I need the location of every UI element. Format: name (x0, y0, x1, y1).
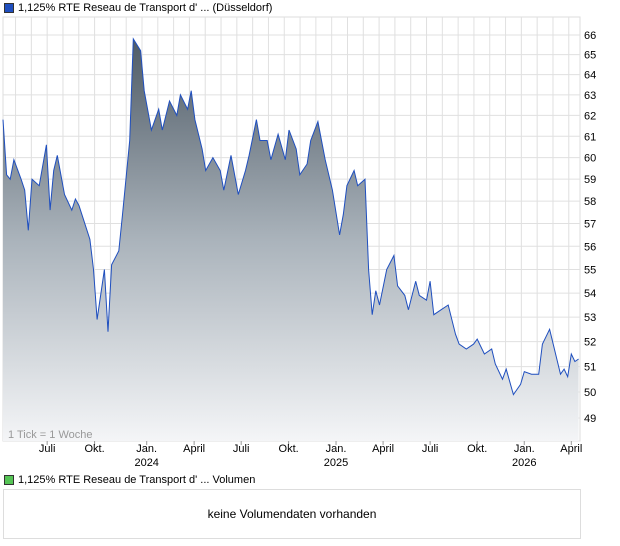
x-tick-label: Juli (39, 443, 56, 455)
x-tick-label: Okt. (279, 443, 299, 455)
volume-empty-message: keine Volumendaten vorhanden (207, 507, 377, 521)
x-tick-label: April (183, 443, 205, 455)
y-tick-label: 59 (584, 174, 596, 186)
y-tick-label: 50 (584, 387, 596, 399)
y-tick-label: 53 (584, 312, 596, 324)
y-tick-label: 58 (584, 196, 596, 208)
x-tick-label: Jan. (514, 443, 535, 455)
x-tick-label: April (560, 443, 582, 455)
x-tick-label: Okt. (84, 443, 104, 455)
y-tick-label: 62 (584, 110, 596, 122)
price-legend: 1,125% RTE Reseau de Transport d' ... (D… (4, 2, 272, 14)
x-tick-year: 2026 (512, 457, 536, 469)
x-tick-label: April (372, 443, 394, 455)
x-tick-label: Juli (422, 443, 439, 455)
price-area (3, 38, 579, 442)
price-line (2, 37, 579, 396)
x-tick-label: Jan. (326, 443, 347, 455)
y-tick-label: 64 (584, 70, 596, 82)
x-tick-label: Jan. (136, 443, 157, 455)
y-tick-label: 63 (584, 90, 596, 102)
y-tick-label: 61 (584, 131, 596, 143)
y-tick-label: 65 (584, 50, 596, 62)
y-tick-label: 54 (584, 288, 596, 300)
x-tick-label: Juli (233, 443, 250, 455)
y-tick-label: 57 (584, 219, 596, 231)
x-tick-label: Okt. (467, 443, 487, 455)
x-tick-year: 2025 (324, 457, 348, 469)
x-tick-year: 2024 (134, 457, 158, 469)
y-tick-label: 66 (584, 30, 596, 42)
y-tick-label: 60 (584, 153, 596, 165)
y-tick-label: 49 (584, 413, 596, 425)
y-tick-label: 51 (584, 362, 596, 374)
volume-legend-label: 1,125% RTE Reseau de Transport d' ... Vo… (18, 474, 256, 486)
tick-note: 1 Tick = 1 Woche (8, 429, 92, 441)
volume-legend: 1,125% RTE Reseau de Transport d' ... Vo… (4, 474, 255, 486)
price-legend-swatch (4, 3, 14, 13)
price-chart: 49 50 51 52 53 54 55 56 57 58 59 60 61 62 63 64 65 66 1 Ti… (2, 16, 596, 469)
y-tick-label: 52 (584, 337, 596, 349)
price-legend-label: 1,125% RTE Reseau de Transport d' ... (D… (18, 2, 273, 14)
y-tick-label: 55 (584, 264, 596, 276)
volume-panel: keine Volumendaten vorhanden (3, 489, 581, 539)
volume-legend-swatch (4, 475, 14, 485)
y-tick-label: 56 (584, 241, 596, 253)
